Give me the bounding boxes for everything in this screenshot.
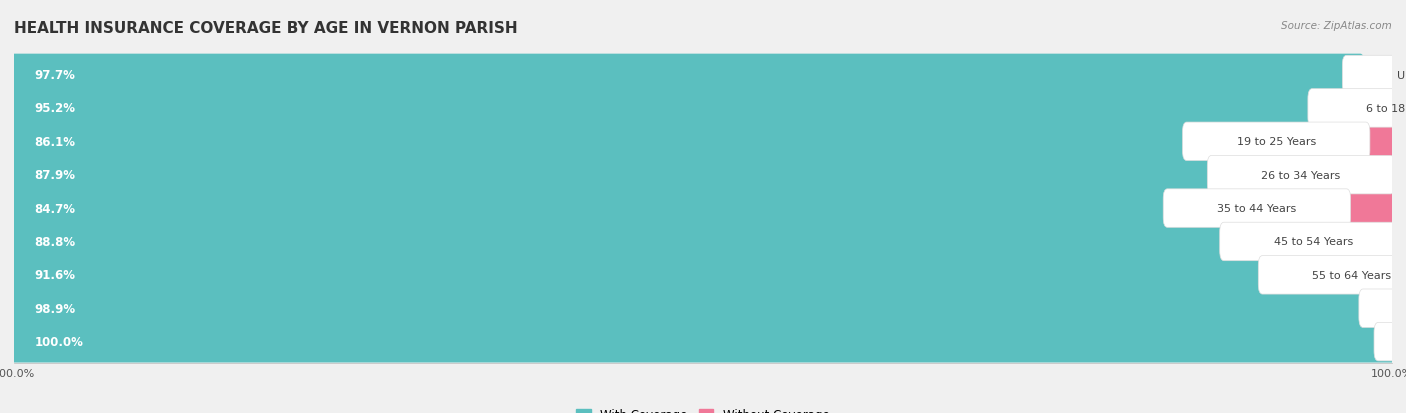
FancyBboxPatch shape bbox=[10, 55, 1364, 96]
FancyBboxPatch shape bbox=[14, 225, 1392, 259]
Text: 26 to 34 Years: 26 to 34 Years bbox=[1261, 170, 1341, 180]
FancyBboxPatch shape bbox=[10, 254, 1281, 296]
FancyBboxPatch shape bbox=[1403, 221, 1406, 263]
FancyBboxPatch shape bbox=[10, 321, 1396, 363]
Text: 55 to 64 Years: 55 to 64 Years bbox=[1312, 270, 1392, 280]
FancyBboxPatch shape bbox=[10, 188, 1185, 229]
FancyBboxPatch shape bbox=[10, 88, 1330, 129]
Legend: With Coverage, Without Coverage: With Coverage, Without Coverage bbox=[572, 404, 834, 413]
Text: 6 to 18 Years: 6 to 18 Years bbox=[1365, 104, 1406, 114]
Text: 88.8%: 88.8% bbox=[35, 235, 76, 248]
Text: 97.7%: 97.7% bbox=[35, 69, 76, 82]
FancyBboxPatch shape bbox=[10, 154, 1229, 196]
FancyBboxPatch shape bbox=[1258, 256, 1406, 294]
FancyBboxPatch shape bbox=[1374, 323, 1406, 361]
Text: 91.6%: 91.6% bbox=[35, 269, 76, 282]
FancyBboxPatch shape bbox=[14, 192, 1392, 225]
Text: 87.9%: 87.9% bbox=[35, 169, 76, 182]
FancyBboxPatch shape bbox=[1182, 123, 1369, 161]
Text: 45 to 54 Years: 45 to 54 Years bbox=[1274, 237, 1353, 247]
FancyBboxPatch shape bbox=[14, 92, 1392, 125]
Text: 100.0%: 100.0% bbox=[35, 335, 83, 348]
FancyBboxPatch shape bbox=[14, 159, 1392, 192]
Text: Under 6 Years: Under 6 Years bbox=[1398, 70, 1406, 80]
Text: 84.7%: 84.7% bbox=[35, 202, 76, 215]
FancyBboxPatch shape bbox=[1358, 289, 1406, 328]
Text: Source: ZipAtlas.com: Source: ZipAtlas.com bbox=[1281, 21, 1392, 31]
FancyBboxPatch shape bbox=[1347, 188, 1406, 229]
FancyBboxPatch shape bbox=[1208, 156, 1395, 195]
FancyBboxPatch shape bbox=[10, 221, 1241, 263]
FancyBboxPatch shape bbox=[1365, 121, 1406, 163]
Text: HEALTH INSURANCE COVERAGE BY AGE IN VERNON PARISH: HEALTH INSURANCE COVERAGE BY AGE IN VERN… bbox=[14, 21, 517, 36]
Text: 19 to 25 Years: 19 to 25 Years bbox=[1236, 137, 1316, 147]
FancyBboxPatch shape bbox=[1220, 223, 1406, 261]
FancyBboxPatch shape bbox=[14, 292, 1392, 325]
FancyBboxPatch shape bbox=[14, 259, 1392, 292]
Text: 35 to 44 Years: 35 to 44 Years bbox=[1218, 204, 1296, 214]
Text: 95.2%: 95.2% bbox=[35, 102, 76, 115]
FancyBboxPatch shape bbox=[10, 121, 1205, 163]
Text: 86.1%: 86.1% bbox=[35, 135, 76, 148]
Text: 98.9%: 98.9% bbox=[35, 302, 76, 315]
FancyBboxPatch shape bbox=[1391, 154, 1406, 196]
FancyBboxPatch shape bbox=[14, 325, 1392, 358]
FancyBboxPatch shape bbox=[1163, 190, 1351, 228]
FancyBboxPatch shape bbox=[1343, 56, 1406, 95]
FancyBboxPatch shape bbox=[14, 125, 1392, 159]
FancyBboxPatch shape bbox=[14, 59, 1392, 92]
FancyBboxPatch shape bbox=[1308, 90, 1406, 128]
FancyBboxPatch shape bbox=[10, 288, 1381, 329]
